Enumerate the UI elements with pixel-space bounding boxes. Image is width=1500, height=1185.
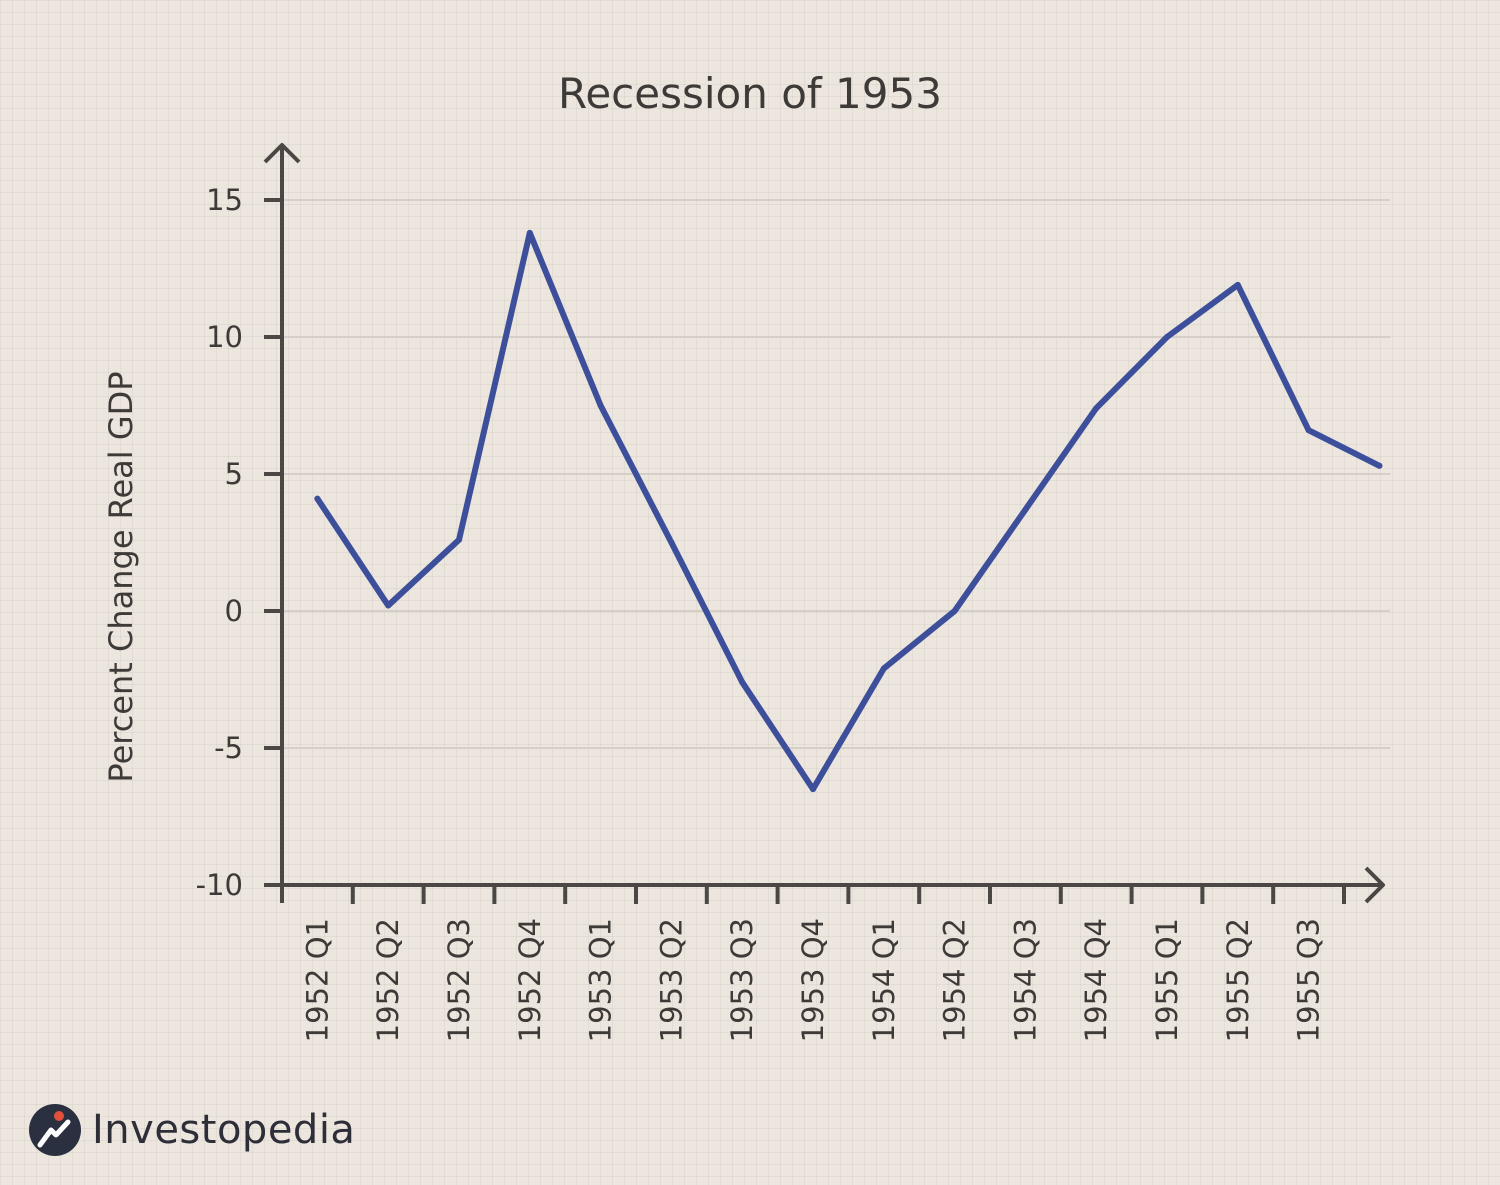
data-point-9: [951, 608, 958, 614]
data-point-7: [810, 786, 816, 793]
data-point-6: [739, 679, 746, 686]
data-point-15: [1376, 462, 1383, 469]
data-point-8: [880, 665, 887, 672]
x-tick-label-14: 1955 Q3: [1292, 918, 1326, 1042]
x-tick-label-11: 1954 Q4: [1079, 918, 1113, 1042]
x-tick-label-6: 1953 Q3: [725, 918, 759, 1042]
y-tick-label-5: 15: [206, 183, 243, 217]
x-tick-label-3: 1952 Q4: [513, 918, 547, 1042]
y-axis-arrow: [263, 143, 301, 164]
data-point-4: [597, 402, 604, 409]
axes: [263, 143, 1385, 904]
x-tick-label-12: 1955 Q1: [1150, 918, 1184, 1042]
x-tick-label-10: 1954 Q3: [1008, 918, 1042, 1042]
y-tick-label-1: -5: [214, 731, 243, 765]
data-point-10: [1022, 506, 1029, 513]
x-tick-label-1: 1952 Q2: [371, 918, 405, 1042]
x-tick-label-5: 1953 Q2: [654, 918, 688, 1042]
x-tick-label-0: 1952 Q1: [300, 918, 334, 1042]
data-point-12: [1164, 334, 1170, 340]
data-point-2: [456, 536, 462, 543]
investopedia-logo-text: Investopedia: [92, 1107, 356, 1153]
x-tick-label-13: 1955 Q2: [1221, 918, 1255, 1042]
x-tick-label-8: 1954 Q1: [867, 918, 901, 1042]
investopedia-logo-icon: [29, 1104, 81, 1156]
data-point-0: [314, 495, 321, 502]
x-axis-arrow: [1364, 866, 1385, 904]
data-point-13: [1234, 281, 1241, 288]
chart-title: Recession of 1953: [558, 69, 942, 118]
x-tick-label-7: 1953 Q4: [796, 918, 830, 1042]
grid-lines: [282, 199, 1390, 749]
y-tick-label-3: 5: [225, 457, 243, 491]
series-group: [314, 229, 1383, 793]
data-point-5: [668, 539, 675, 546]
data-point-11: [1093, 405, 1100, 412]
series-line-0: [314, 229, 1383, 793]
data-point-14: [1305, 427, 1312, 434]
ticks: -10 -5 0 5 10 15 1952 Q1 1952 Q2 1952 Q3 1952 Q4 1…: [196, 183, 1346, 1042]
y-axis-title: Percent Change Real GDP: [102, 371, 140, 782]
x-tick-label-9: 1954 Q2: [938, 918, 972, 1042]
y-tick-label-4: 10: [206, 320, 243, 354]
y-tick-label-2: 0: [225, 594, 243, 628]
data-point-3: [526, 229, 533, 236]
x-tick-label-4: 1953 Q1: [584, 918, 618, 1042]
data-point-1: [385, 602, 392, 609]
investopedia-logo: Investopedia: [28, 1103, 355, 1157]
x-tick-label-2: 1952 Q3: [442, 918, 476, 1042]
y-tick-label-0: -10: [196, 868, 243, 902]
